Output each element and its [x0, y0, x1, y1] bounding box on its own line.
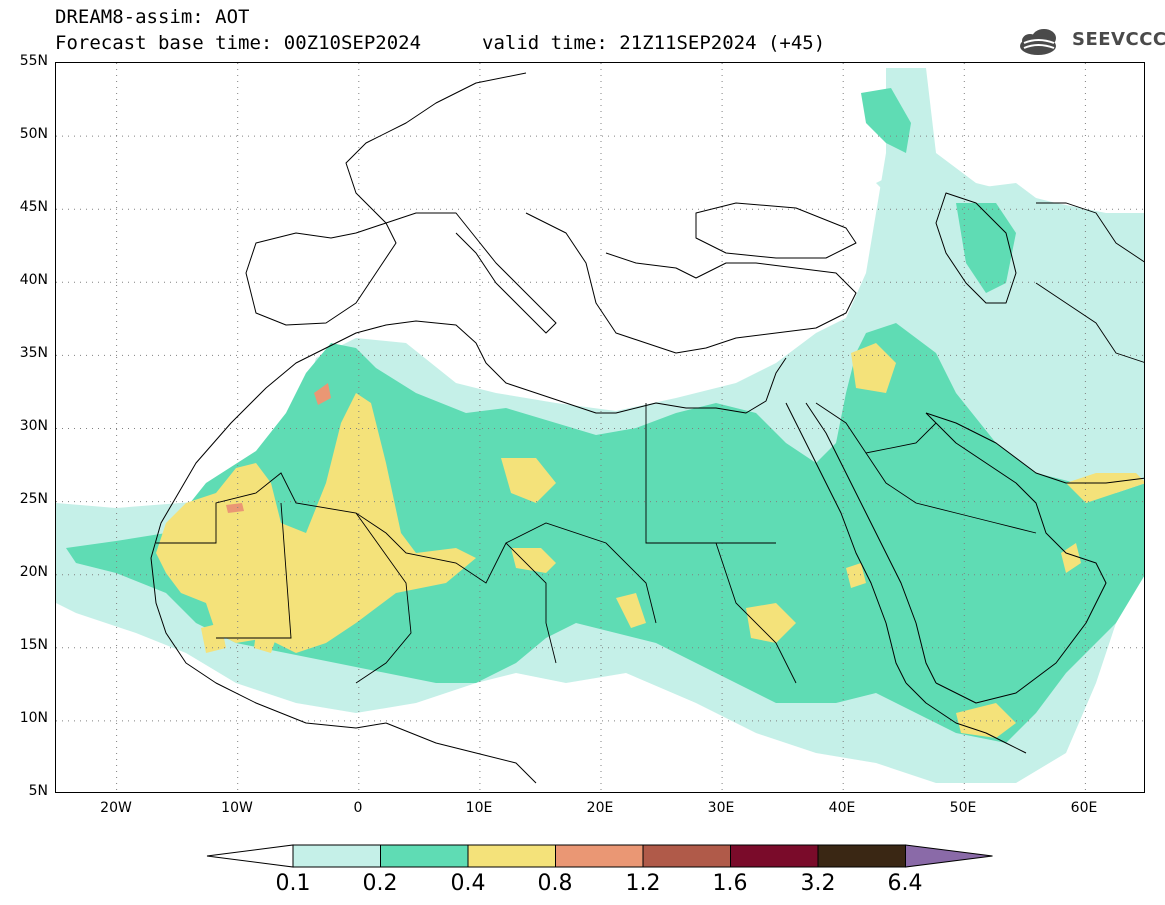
- aot-layer-0-8: [226, 383, 331, 513]
- aot-colorbar: [206, 844, 993, 868]
- borders: [156, 202, 1144, 684]
- colorbar-arrow-low: [206, 844, 294, 868]
- colorbar-label: 0.1: [275, 871, 311, 896]
- lat-label: 40N: [19, 272, 48, 288]
- aot-map: [55, 62, 1145, 793]
- colorbar-cell: [292, 844, 381, 868]
- colorbar-label: 1.2: [625, 871, 661, 896]
- lat-label: 55N: [19, 53, 48, 69]
- aot-map-canvas: [56, 63, 1144, 792]
- cloud-logo-icon: [1020, 29, 1056, 55]
- colorbar-cell: [817, 844, 906, 868]
- colorbar-label: 0.8: [537, 871, 573, 896]
- colorbar-label: 3.2: [800, 871, 836, 896]
- colorbar-cell: [555, 844, 644, 868]
- lon-label: 0: [353, 800, 363, 816]
- lon-label: 10E: [465, 800, 493, 816]
- colorbar-cell: [730, 844, 819, 868]
- lat-label: 5N: [28, 783, 48, 799]
- lon-label: 30E: [707, 800, 735, 816]
- lon-label: 10W: [221, 800, 253, 816]
- aot-layer-0-4: [156, 343, 1144, 738]
- title-line2: Forecast base time: 00Z10SEP2024: [55, 32, 422, 54]
- colorbar-cell: [642, 844, 731, 868]
- lat-label: 50N: [19, 126, 48, 142]
- colorbar-cell: [380, 844, 469, 868]
- title-line1: DREAM8-assim: AOT: [55, 6, 250, 28]
- lon-label: 60E: [1070, 800, 1098, 816]
- logo-text: SEEVCCC: [1072, 29, 1165, 50]
- lat-label: 10N: [19, 710, 48, 726]
- colorbar-label: 6.4: [887, 871, 923, 896]
- lat-label: 30N: [19, 418, 48, 434]
- colorbar-label: 1.6: [712, 871, 748, 896]
- coastlines: [150, 72, 1144, 784]
- aot-layer-0-2: [66, 88, 1144, 743]
- colorbar-label: 0.4: [450, 871, 486, 896]
- lon-label: 50E: [949, 800, 977, 816]
- lon-label: 20W: [100, 800, 132, 816]
- lon-label: 40E: [828, 800, 856, 816]
- valid-time: valid time: 21Z11SEP2024 (+45): [482, 32, 826, 54]
- lat-label: 45N: [19, 199, 48, 215]
- lat-label: 25N: [19, 491, 48, 507]
- lon-label: 20E: [586, 800, 614, 816]
- lat-label: 20N: [19, 564, 48, 580]
- colorbar-label: 0.2: [362, 871, 398, 896]
- colorbar-cell: [467, 844, 556, 868]
- colorbar-arrow-high: [905, 844, 993, 868]
- lat-label: 35N: [19, 345, 48, 361]
- lat-label: 15N: [19, 637, 48, 653]
